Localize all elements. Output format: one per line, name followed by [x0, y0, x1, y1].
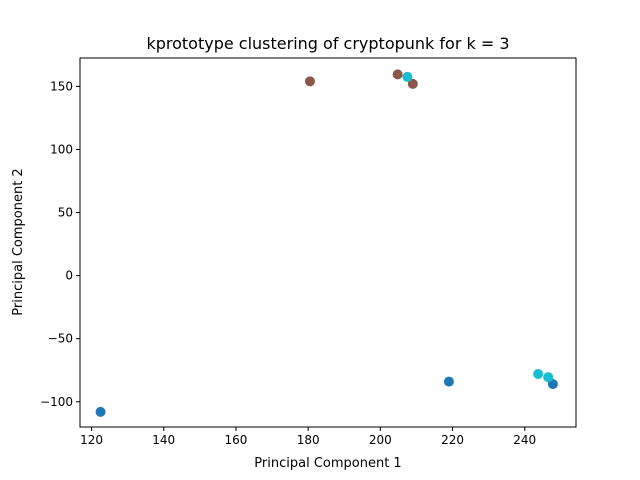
y-tick-label: −100 [40, 395, 73, 409]
data-point [443, 376, 454, 387]
x-tick-label: 120 [80, 433, 103, 447]
plot-frame [79, 57, 577, 428]
x-tick-label: 200 [369, 433, 392, 447]
x-tick-label: 240 [513, 433, 536, 447]
x-axis-label: Principal Component 1 [254, 456, 401, 471]
data-point [407, 78, 418, 89]
y-tick-label: 150 [50, 79, 73, 93]
x-axis-ticks: 120 140 160 180 200 220 240 [80, 427, 536, 447]
y-tick-label: 100 [50, 142, 73, 156]
x-tick-label: 180 [297, 433, 320, 447]
x-tick-label: 160 [224, 433, 247, 447]
data-point [402, 71, 413, 82]
y-axis-label: Principal Component 2 [11, 168, 26, 315]
x-tick-label: 140 [152, 433, 175, 447]
points-layer [95, 69, 558, 417]
data-point [392, 69, 403, 80]
y-tick-label: 50 [58, 206, 73, 220]
x-tick-label: 220 [441, 433, 464, 447]
data-point [533, 369, 544, 380]
chart-title: kprototype clustering of cryptopunk for … [146, 34, 509, 53]
y-tick-label: −50 [48, 332, 73, 346]
data-point [95, 406, 106, 417]
data-point [543, 372, 554, 383]
y-axis-ticks: −100 −50 0 50 100 150 [40, 79, 80, 409]
y-tick-label: 0 [65, 269, 73, 283]
data-point [304, 76, 315, 87]
